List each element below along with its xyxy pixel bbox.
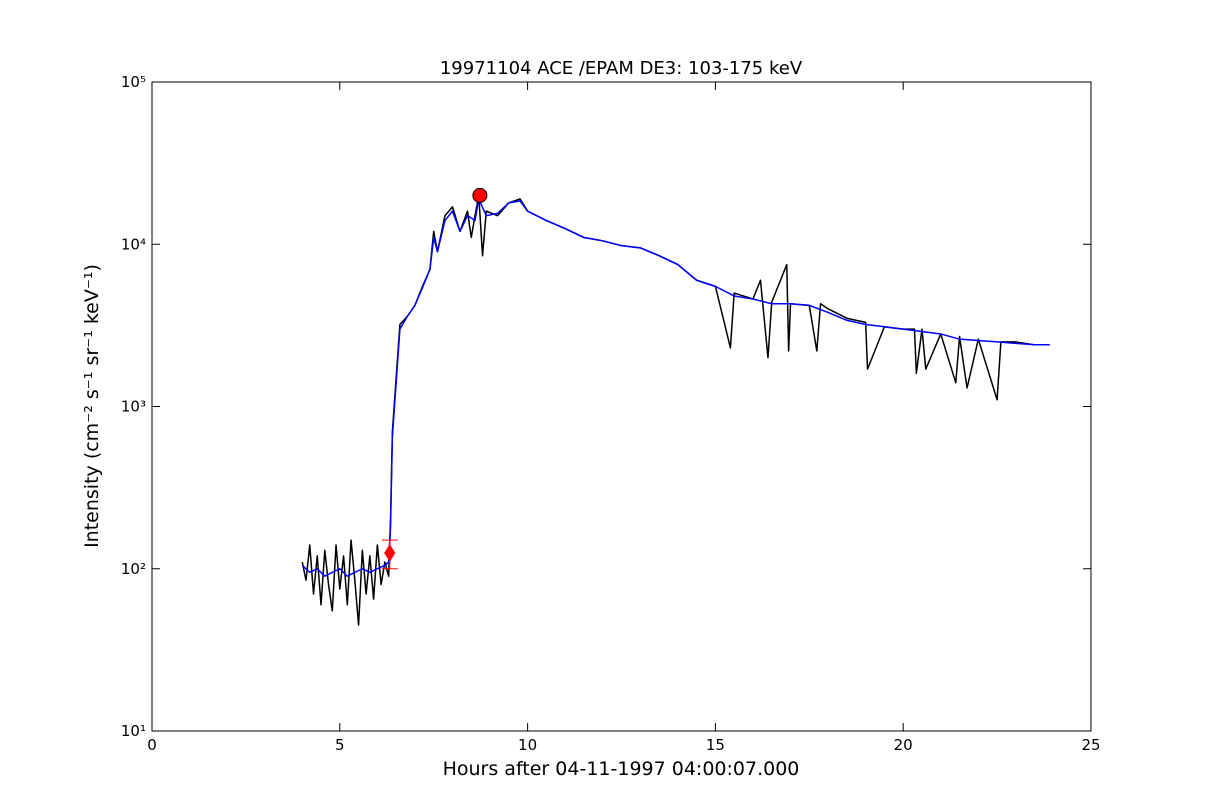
x-tick-label: 15: [706, 736, 725, 754]
y-tick-label: 10⁵: [121, 73, 146, 91]
y-tick-label: 10¹: [121, 722, 146, 740]
chart-title: 19971104 ACE /EPAM DE3: 103-175 keV: [440, 58, 803, 79]
y-tick-label: 10³: [121, 398, 146, 416]
y-axis-label: Intensity (cm⁻² s⁻¹ sr⁻¹ keV⁻¹): [81, 264, 103, 548]
peak-marker: [472, 187, 488, 203]
x-tick-label: 25: [1081, 736, 1100, 754]
onset-marker: [384, 544, 396, 562]
plot-frame: [151, 81, 1092, 732]
x-tick-label: 10: [518, 736, 537, 754]
x-tick-label: 20: [894, 736, 913, 754]
x-axis-label: Hours after 04-11-1997 04:00:07.000: [443, 758, 800, 780]
x-tick-label: 5: [335, 736, 345, 754]
x-tick-label: 0: [147, 736, 157, 754]
y-tick-label: 10²: [121, 560, 146, 578]
y-tick-label: 10⁴: [121, 235, 146, 253]
data-line: [301, 198, 1050, 577]
